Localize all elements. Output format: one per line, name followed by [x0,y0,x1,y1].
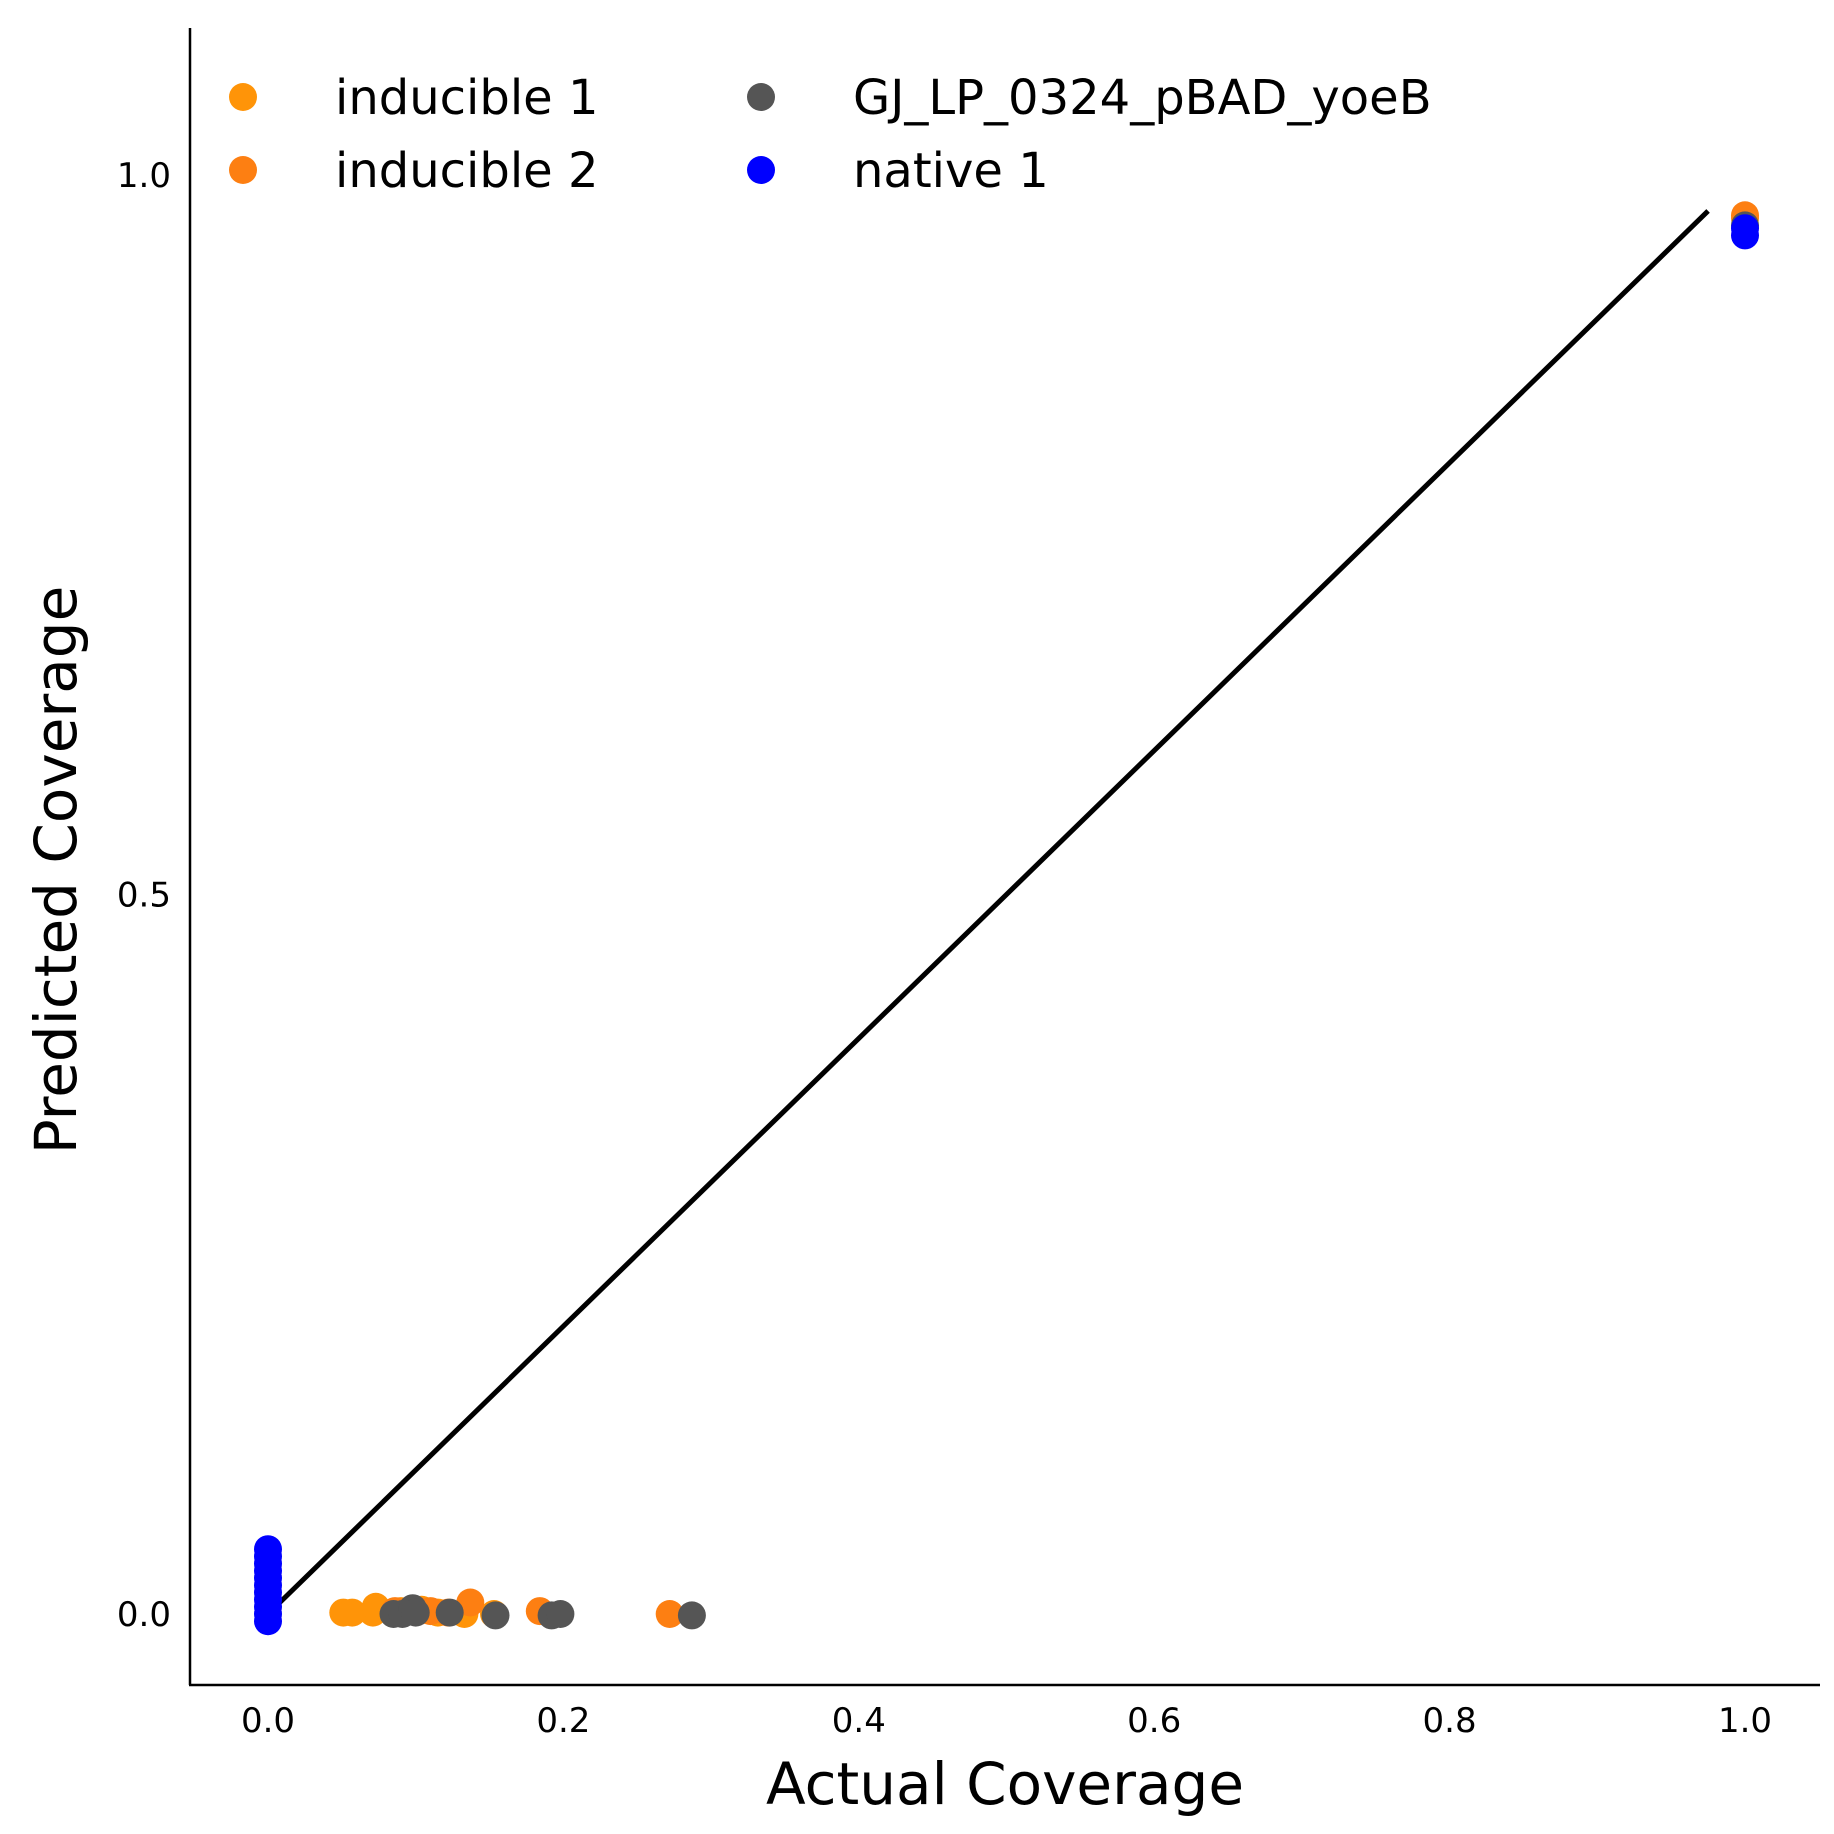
x-tick-label: 1.0 [1718,1701,1772,1741]
series-1 [381,201,1759,1628]
y-tick-label: 1.0 [117,156,171,196]
plot-area [254,201,1759,1636]
legend-marker [229,156,257,184]
x-tick-label: 0.0 [241,1701,295,1741]
series-0 [329,204,1759,1628]
y-axis-title: Predicted Coverage [22,586,90,1155]
x-tick-label: 0.4 [832,1701,886,1741]
legend-item: GJ_LP_0324_pBAD_yoeB [747,70,1432,126]
axes: 0.0 0.2 0.4 0.6 0.8 1.0 0.0 0.5 1.0 Actual Cove… [22,28,1820,1818]
legend-item: native 1 [747,143,1049,199]
legend-marker [747,83,775,111]
data-point [401,1598,430,1627]
x-axis-title: Actual Coverage [766,1750,1244,1818]
legend-item: inducible 2 [229,143,599,199]
x-tick-label: 0.2 [536,1701,590,1741]
identity-line [266,209,1710,1616]
legend-item: inducible 1 [229,70,599,126]
data-point [338,1598,367,1627]
legend: inducible 1 inducible 2 GJ_LP_0324_pBAD_yo… [229,70,1432,199]
y-tick-labels: 0.0 0.5 1.0 [117,156,171,1635]
data-point [481,1601,510,1630]
data-point [546,1600,575,1628]
legend-marker [747,156,775,184]
data-point [435,1598,464,1627]
x-tick-labels: 0.0 0.2 0.4 0.6 0.8 1.0 [241,1701,1772,1741]
data-point [655,1600,684,1628]
data-point [1731,214,1759,243]
series-2 [379,211,1759,1630]
x-tick-label: 0.8 [1423,1701,1477,1741]
y-tick-label: 0.5 [117,876,171,916]
data-point [254,1535,282,1564]
legend-label: inducible 2 [335,143,599,199]
legend-label: GJ_LP_0324_pBAD_yoeB [853,70,1432,126]
data-point [677,1601,706,1630]
legend-label: native 1 [853,143,1049,199]
series-3 [254,214,1759,1636]
legend-marker [229,83,257,111]
legend-label: inducible 1 [335,70,599,126]
x-tick-label: 0.6 [1127,1701,1181,1741]
y-tick-label: 0.0 [117,1595,171,1635]
